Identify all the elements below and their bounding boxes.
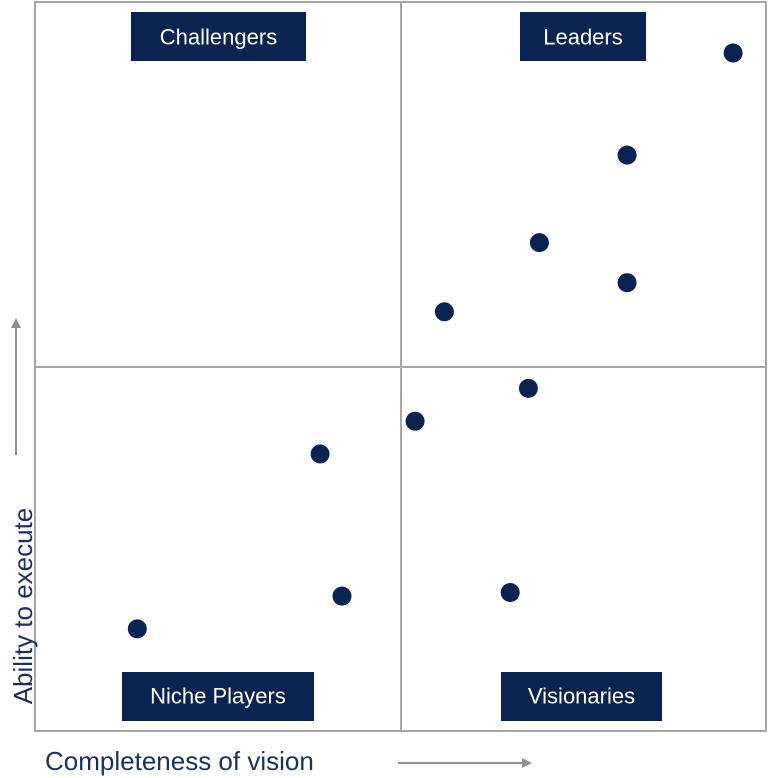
data-point <box>617 273 637 293</box>
y-axis-label: Ability to execute <box>8 508 38 705</box>
data-point <box>332 586 352 606</box>
quadrant-label-challengers: Challengers <box>131 12 306 61</box>
data-point <box>405 411 425 431</box>
quadrant-label-bg <box>122 672 314 721</box>
quadrant-label-leaders: Leaders <box>520 12 646 61</box>
quadrant-label-niche-players: Niche Players <box>122 672 314 721</box>
quadrant-label-bg <box>520 12 646 61</box>
data-point <box>723 43 743 63</box>
data-point <box>310 444 330 464</box>
quadrant-label-text: Challengers <box>160 25 277 50</box>
quadrant-label-visionaries: Visionaries <box>501 672 662 721</box>
data-point <box>434 302 454 322</box>
data-points <box>127 43 743 639</box>
quadrant-label-text: Leaders <box>543 25 623 50</box>
data-point <box>127 619 147 639</box>
data-point <box>529 233 549 253</box>
data-point <box>617 145 637 165</box>
data-point <box>500 583 520 602</box>
x-axis-label: Completeness of vision <box>45 746 314 776</box>
data-point <box>518 378 538 398</box>
quadrant-label-text: Niche Players <box>150 684 286 709</box>
quadrant-label-bg <box>501 672 662 721</box>
quadrant-label-text: Visionaries <box>528 684 635 709</box>
quadrant-label-bg <box>131 12 306 61</box>
